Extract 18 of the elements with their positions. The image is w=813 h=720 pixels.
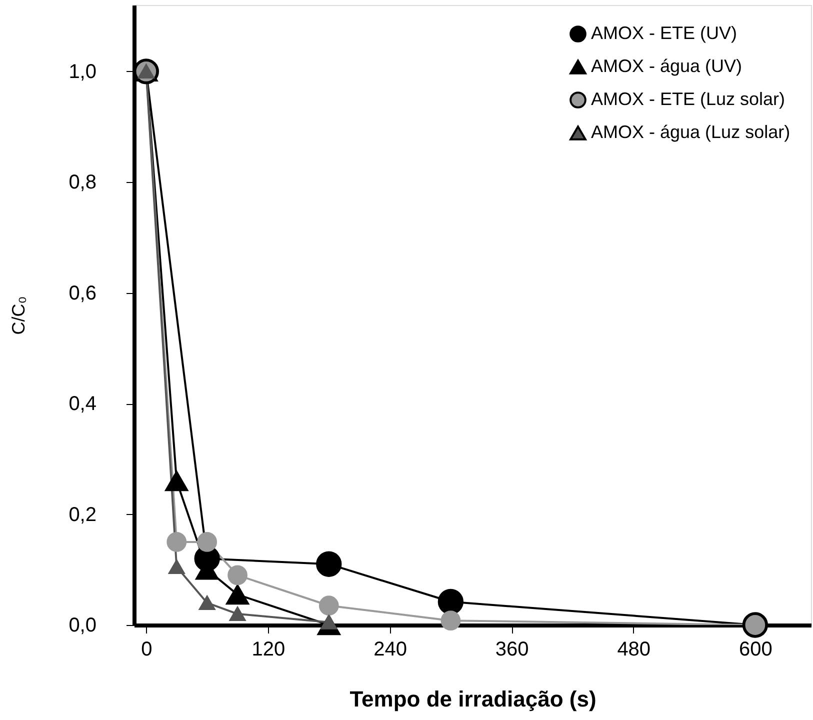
x-tick-label: 360 [495,638,529,660]
y-tick-label: 0,6 [68,282,96,304]
x-tick-label: 600 [738,638,772,660]
x-tick-label: 0 [141,638,152,660]
y-tick-label: 0,0 [68,614,96,636]
y-tick-label: 0,4 [68,393,96,416]
y-tick-label: 1,0 [68,60,96,83]
x-axis-title: Tempo de irradiação (s) [350,686,596,712]
legend-label: AMOX - ETE (Luz solar) [591,89,786,109]
y-tick-label: 0,2 [68,504,96,526]
x-tick-label: 240 [374,638,407,660]
y-axis-title: C/C₀ [8,296,29,335]
legend-label: AMOX - água (Luz solar) [591,122,790,142]
x-tick-label: 480 [617,638,651,660]
legend-label: AMOX - ETE (UV) [591,23,738,43]
x-tick-label: 120 [252,638,286,660]
legend-label: AMOX - água (UV) [591,56,742,76]
y-tick-label: 0,8 [68,172,96,194]
